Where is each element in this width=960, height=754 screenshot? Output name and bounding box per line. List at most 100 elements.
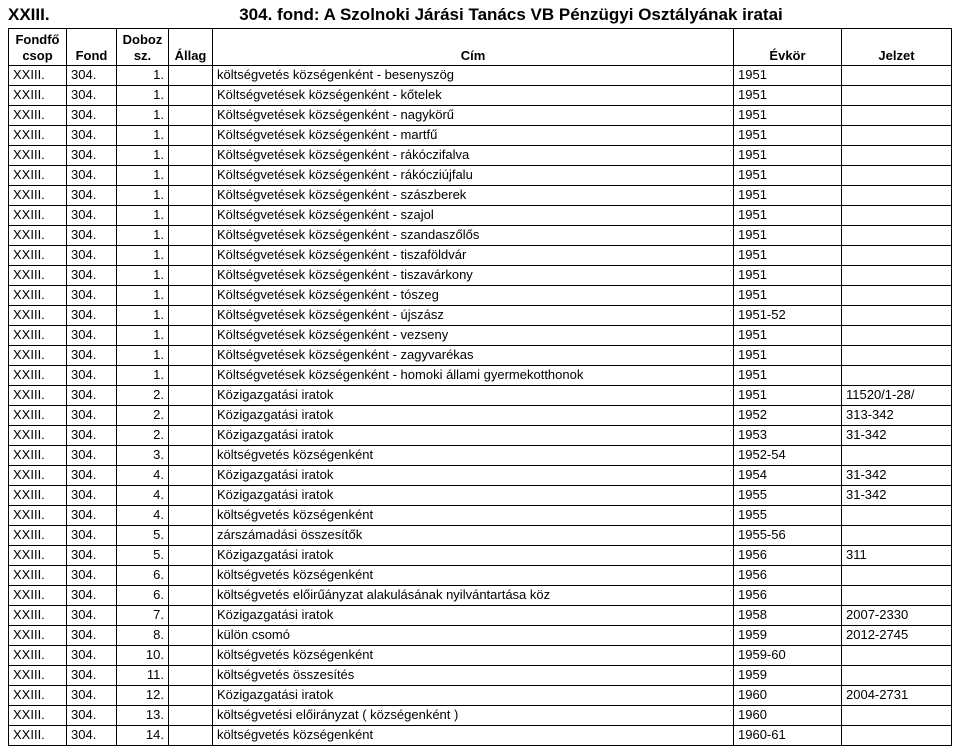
cell: 1.: [117, 146, 169, 166]
cell: [169, 486, 213, 506]
cell: XXIII.: [9, 346, 67, 366]
cell: 1951: [734, 206, 842, 226]
cell: [842, 306, 952, 326]
cell: [169, 646, 213, 666]
cell: [842, 286, 952, 306]
cell: [169, 446, 213, 466]
cell: 5.: [117, 526, 169, 546]
cell: 4.: [117, 486, 169, 506]
cell: 2004-2731: [842, 686, 952, 706]
col-fondfocsop: Fondfőcsop: [9, 29, 67, 66]
cell: [842, 706, 952, 726]
cell: 11.: [117, 666, 169, 686]
cell: [169, 326, 213, 346]
cell: 304.: [67, 386, 117, 406]
cell: [842, 266, 952, 286]
cell: költségvetés előirűányzat alakulásának n…: [213, 586, 734, 606]
cell: XXIII.: [9, 266, 67, 286]
cell: 1951: [734, 346, 842, 366]
table-row: XXIII.304.13.költségvetési előirányzat (…: [9, 706, 952, 726]
cell: 1952-54: [734, 446, 842, 466]
table-row: XXIII.304.4.Közigazgatási iratok195531-3…: [9, 486, 952, 506]
table-row: XXIII.304.1.Költségvetések községenként …: [9, 86, 952, 106]
cell: 1951: [734, 146, 842, 166]
table-row: XXIII.304.4.költségvetés községenként195…: [9, 506, 952, 526]
cell: 8.: [117, 626, 169, 646]
cell: 1951: [734, 326, 842, 346]
cell: 1951: [734, 266, 842, 286]
cell: XXIII.: [9, 86, 67, 106]
cell: Költségvetések községenként - homoki áll…: [213, 366, 734, 386]
table-row: XXIII.304.1.Költségvetések községenként …: [9, 226, 952, 246]
cell: [842, 106, 952, 126]
cell: XXIII.: [9, 246, 67, 266]
cell: Közigazgatási iratok: [213, 486, 734, 506]
cell: [169, 366, 213, 386]
cell: 2.: [117, 386, 169, 406]
table-row: XXIII.304.6. költségvetés előirűányzat al…: [9, 586, 952, 606]
cell: [842, 566, 952, 586]
table-row: XXIII.304.5.zárszámadási összesítők1955-…: [9, 526, 952, 546]
cell: Közigazgatási iratok: [213, 426, 734, 446]
cell: 1.: [117, 66, 169, 86]
cell: [169, 606, 213, 626]
cell: 304.: [67, 646, 117, 666]
table-row: XXIII.304.8.külön csomó19592012-2745: [9, 626, 952, 646]
cell: 304.: [67, 666, 117, 686]
cell: XXIII.: [9, 666, 67, 686]
cell: 1956: [734, 586, 842, 606]
cell: 1.: [117, 166, 169, 186]
table-row: XXIII.304.1.Költségvetések községenként …: [9, 246, 952, 266]
cell: 2007-2330: [842, 606, 952, 626]
cell: költségvetés községenként: [213, 566, 734, 586]
cell: 1951: [734, 366, 842, 386]
table-row: XXIII.304.1.Költségvetések községenként …: [9, 346, 952, 366]
cell: 304.: [67, 626, 117, 646]
cell: 304.: [67, 406, 117, 426]
cell: 1951: [734, 286, 842, 306]
cell: Költségvetések községenként - újszász: [213, 306, 734, 326]
cell: 1960: [734, 686, 842, 706]
cell: XXIII.: [9, 406, 67, 426]
cell: [169, 126, 213, 146]
cell: 1956: [734, 566, 842, 586]
cell: 304.: [67, 586, 117, 606]
cell: XXIII.: [9, 66, 67, 86]
cell: XXIII.: [9, 146, 67, 166]
cell: [842, 186, 952, 206]
cell: [169, 226, 213, 246]
cell: Költségvetések községenként - szajol: [213, 206, 734, 226]
cell: 1951: [734, 66, 842, 86]
table-row: XXIII.304.4.Közigazgatási iratok195431-3…: [9, 466, 952, 486]
cell: 1.: [117, 86, 169, 106]
cell: 1.: [117, 326, 169, 346]
cell: [169, 666, 213, 686]
cell: 31-342: [842, 486, 952, 506]
cell: 304.: [67, 86, 117, 106]
table-body: XXIII.304.1.költségvetés községenként - …: [9, 66, 952, 746]
cell: 304.: [67, 286, 117, 306]
cell: XXIII.: [9, 586, 67, 606]
cell: [169, 506, 213, 526]
cell: 6.: [117, 586, 169, 606]
cell: Költségvetések községenként - szászberek: [213, 186, 734, 206]
cell: költségvetés községenként: [213, 646, 734, 666]
cell: [169, 466, 213, 486]
cell: Költségvetések községenként - zagyvaréka…: [213, 346, 734, 366]
table-row: XXIII.304.1.Költségvetések községenként …: [9, 186, 952, 206]
cell: 304.: [67, 66, 117, 86]
cell: 31-342: [842, 466, 952, 486]
cell: XXIII.: [9, 426, 67, 446]
cell: XXIII.: [9, 186, 67, 206]
cell: Költségvetések községenként - martfű: [213, 126, 734, 146]
table-row: XXIII.304.1.Költségvetések községenként …: [9, 366, 952, 386]
cell: [842, 326, 952, 346]
cell: 1951: [734, 186, 842, 206]
cell: [169, 546, 213, 566]
cell: költségvetési előirányzat ( községenként…: [213, 706, 734, 726]
cell: 6.: [117, 566, 169, 586]
cell: 1960: [734, 706, 842, 726]
cell: 304.: [67, 566, 117, 586]
cell: 304.: [67, 606, 117, 626]
cell: 304.: [67, 206, 117, 226]
